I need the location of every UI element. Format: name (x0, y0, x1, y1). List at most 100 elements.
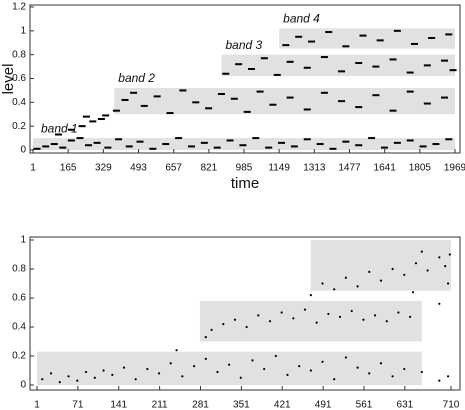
y-tick-label: 0.8 (12, 264, 26, 275)
point (226, 139, 234, 142)
point (350, 309, 353, 313)
point (315, 321, 318, 324)
band-label: band 2 (118, 71, 155, 85)
point (406, 71, 414, 74)
point (84, 370, 88, 374)
point (93, 376, 96, 379)
point (338, 100, 346, 103)
y-tick-label: 0.6 (12, 73, 26, 84)
point (115, 138, 123, 141)
point (316, 143, 324, 146)
point (420, 250, 423, 253)
point (89, 120, 97, 123)
point (162, 143, 170, 146)
point (85, 144, 93, 147)
point (295, 35, 303, 38)
point (292, 317, 295, 320)
point (391, 267, 394, 271)
point (420, 370, 423, 374)
point (149, 147, 157, 150)
point (320, 56, 328, 59)
point (309, 369, 312, 372)
point (76, 137, 84, 140)
point (426, 269, 429, 272)
point (342, 45, 350, 48)
x-tick-label: 821 (200, 163, 217, 174)
point (372, 65, 380, 68)
point (239, 144, 247, 147)
y-tick-label: 0.2 (12, 121, 26, 132)
point (391, 375, 394, 378)
band-label: band 1 (41, 121, 78, 135)
band-region (114, 88, 455, 115)
point (338, 70, 346, 73)
point (136, 140, 144, 143)
point (389, 109, 397, 112)
point (368, 372, 371, 375)
plot-frame (29, 236, 461, 391)
point (355, 106, 363, 109)
point (308, 40, 316, 43)
point (438, 256, 441, 259)
point (389, 58, 397, 61)
point (428, 36, 436, 39)
point (76, 379, 79, 382)
y-tick-label: 0.8 (12, 49, 26, 60)
point (112, 109, 120, 112)
plot-frame (29, 4, 461, 154)
point (286, 373, 289, 376)
x-tick-label: 141 (110, 400, 127, 410)
band-region (221, 54, 455, 77)
x-tick-label: 281 (192, 400, 209, 410)
point (355, 144, 363, 147)
x-tick-label: 421 (274, 400, 291, 410)
point (286, 60, 294, 63)
point (368, 137, 376, 140)
point (233, 318, 237, 321)
point (263, 367, 266, 371)
point (446, 282, 450, 285)
point (445, 33, 453, 36)
x-tick-label: 561 (356, 400, 373, 410)
point (256, 90, 264, 93)
band-region (37, 351, 422, 385)
point (356, 285, 359, 288)
point (175, 349, 178, 352)
x-tick-label: 211 (152, 400, 168, 410)
x-tick-label: 1 (30, 163, 36, 174)
point (329, 147, 337, 150)
point (298, 365, 301, 368)
x-tick-label: 710 (443, 400, 460, 410)
point (134, 378, 137, 381)
point (192, 101, 200, 104)
point (179, 89, 187, 92)
point (440, 59, 448, 62)
point (93, 141, 101, 144)
x-tick-label: 71 (72, 400, 84, 410)
x-tick-label: 1969 (444, 163, 465, 174)
point (50, 143, 58, 146)
point (303, 138, 311, 141)
point (280, 311, 283, 314)
point (403, 367, 406, 371)
point (181, 375, 184, 378)
point (153, 95, 161, 98)
point (269, 103, 277, 106)
point (445, 138, 453, 141)
point (362, 318, 365, 321)
point (49, 372, 53, 375)
band-region (310, 240, 451, 291)
point (245, 325, 248, 329)
point (130, 91, 138, 94)
point (393, 29, 401, 32)
point (42, 145, 50, 148)
point (102, 369, 105, 372)
point (265, 146, 273, 149)
point (125, 145, 133, 148)
point (359, 34, 367, 37)
point (146, 367, 149, 371)
point (217, 92, 225, 95)
point (409, 315, 412, 318)
point (449, 69, 457, 72)
point (268, 320, 272, 323)
